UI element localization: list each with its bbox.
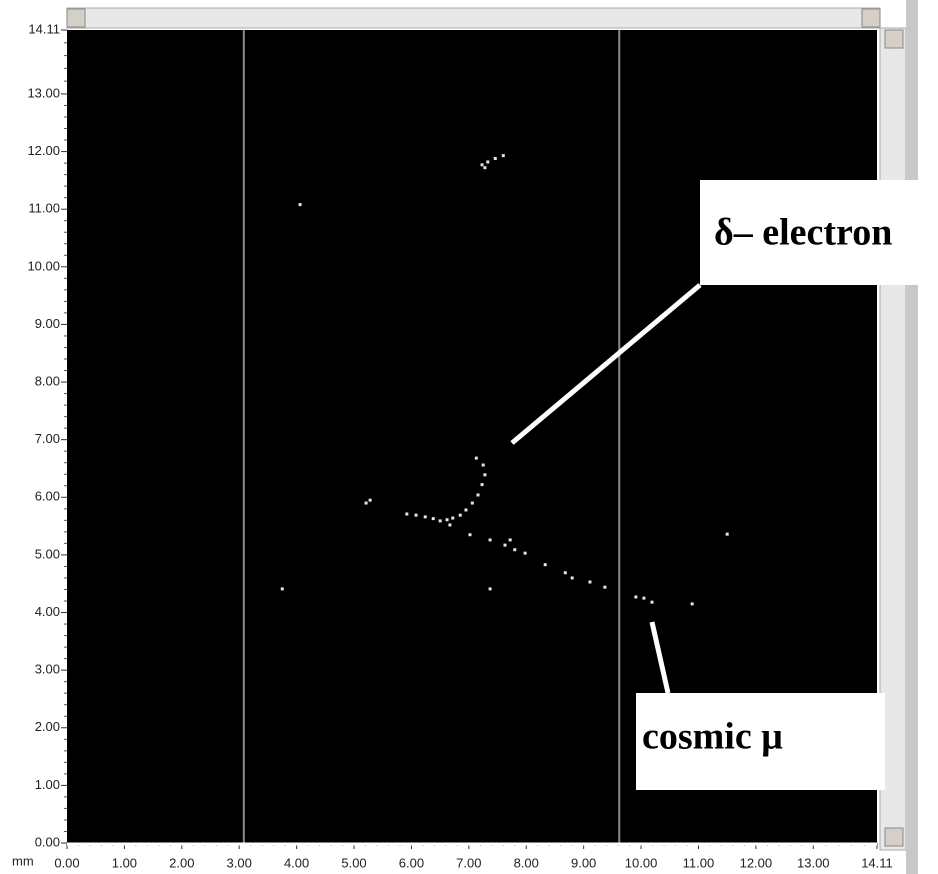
point [524,552,527,555]
y-tick-label: 1.00 [35,777,60,792]
chart: δ– electron cosmic μ mm 0.00 1.00 2.00 3.00… [0,0,938,874]
annotation: δ– electron [714,212,892,254]
point [502,154,505,157]
window-frame [906,0,918,874]
y-tick-label: 6.00 [35,489,60,504]
point [564,571,567,574]
point [365,502,368,505]
scroll-right-button[interactable] [862,9,880,27]
point [481,483,484,486]
annotation: cosmic μ [642,716,783,758]
point [369,499,372,502]
point [439,519,442,522]
y-tick-label: 3.00 [35,662,60,677]
y-tick-label: 0.00 [35,834,60,849]
point [726,533,729,536]
x-tick-label: 13.00 [797,855,830,870]
scroll-up-button[interactable] [885,30,903,48]
x-tick-label: 4.00 [284,855,309,870]
point [634,595,637,598]
x-tick-label: 10.00 [625,855,658,870]
x-tick-label: 2.00 [169,855,194,870]
point [544,563,547,566]
point [424,515,427,518]
y-tick-label: 10.00 [27,258,60,273]
point [494,157,497,160]
x-tick-label: 9.00 [571,855,596,870]
x-axis-label: mm [12,853,34,868]
point [475,457,478,460]
scroll-down-button[interactable] [885,828,903,846]
y-tick-label: 9.00 [35,316,60,331]
x-tick-label: 7.00 [456,855,481,870]
x-tick-label: 1.00 [112,855,137,870]
y-tick-label: 5.00 [35,546,60,561]
y-tick-label: 11.00 [28,201,60,216]
point [483,473,486,476]
x-tick-label: 11.00 [683,855,715,870]
scroll-left-button[interactable] [67,9,85,27]
point [448,523,451,526]
point [471,502,474,505]
point [571,576,574,579]
point [513,548,516,551]
x-tick-label: 6.00 [399,855,424,870]
point [489,587,492,590]
y-tick-label: 14.11 [28,21,60,36]
point [603,586,606,589]
y-tick-label: 7.00 [35,431,60,446]
point [486,160,489,163]
point [481,163,484,166]
x-tick-label: 0.00 [54,855,79,870]
y-tick-label: 8.00 [35,373,60,388]
y-tick-label: 12.00 [27,143,60,158]
x-tick-label: 12.00 [740,855,773,870]
point [504,544,507,547]
point [642,597,645,600]
point [691,602,694,605]
point [281,587,284,590]
point [468,533,471,536]
y-tick-label: 2.00 [35,719,60,734]
horizontal-scrollbar[interactable] [67,8,880,28]
x-tick-label: 14.11 [861,855,893,870]
point [588,580,591,583]
point [451,517,454,520]
y-tick-label: 4.00 [35,604,60,619]
x-tick-label: 5.00 [341,855,366,870]
point [650,601,653,604]
point [482,464,485,467]
point [483,166,486,169]
x-tick-label: 3.00 [227,855,252,870]
point [405,512,408,515]
point [459,514,462,517]
point [464,508,467,511]
y-tick-label: 13.00 [27,85,60,100]
point [432,517,435,520]
point [477,493,480,496]
point [299,203,302,206]
point [415,514,418,517]
x-tick-label: 8.00 [514,855,539,870]
point [489,538,492,541]
point [446,518,449,521]
point [509,538,512,541]
